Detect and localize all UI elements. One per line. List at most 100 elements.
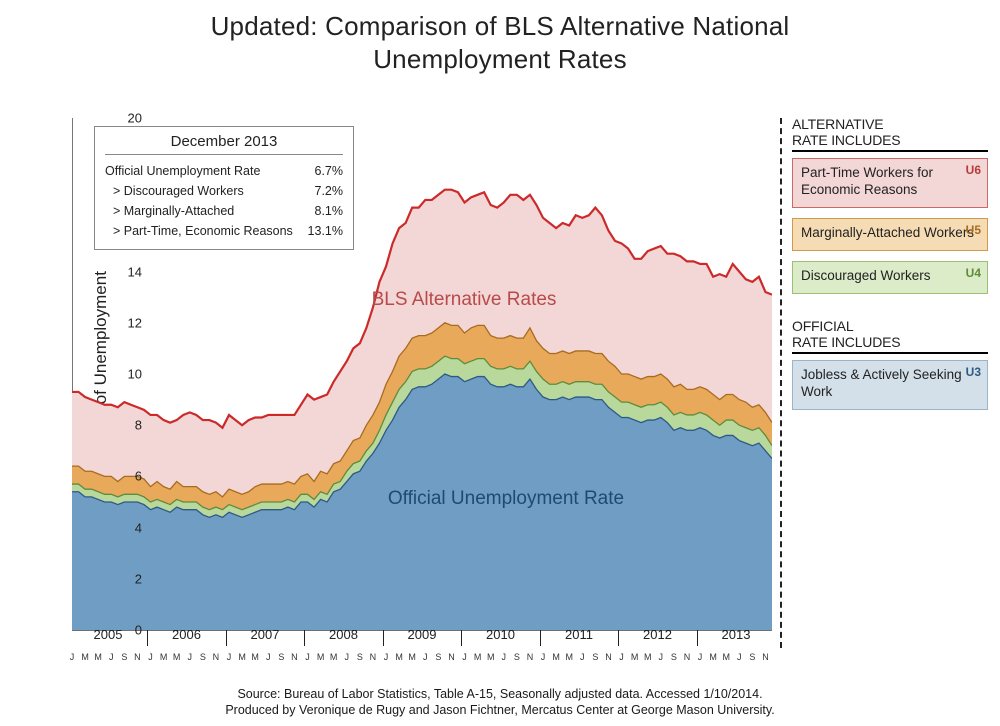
year-divider [383,630,384,646]
year-label: 2008 [329,627,358,642]
footnote-line-1: Source: Bureau of Labor Statistics, Tabl… [237,687,762,701]
legend-text: Discouraged Workers [801,268,931,283]
x-tick-label: S [200,652,206,662]
chart-area: Rate of Unemployment 02468101214161820JM… [0,78,845,638]
legend-tag: U4 [966,266,981,281]
x-tick-label: M [81,652,89,662]
x-tick-label: M [317,652,325,662]
x-tick-label: N [762,652,769,662]
year-divider [461,630,462,646]
x-tick-label: N [291,652,298,662]
x-tick-label: M [644,652,652,662]
x-tick-label: J [698,652,703,662]
x-tick-label: M [330,652,338,662]
year-label: 2007 [251,627,280,642]
x-tick-label: S [121,652,127,662]
x-tick-label: N [605,652,612,662]
y-tick-label: 20 [116,111,142,126]
y-tick-label: 12 [116,315,142,330]
x-tick-label: J [227,652,232,662]
footnote: Source: Bureau of Labor Statistics, Tabl… [0,686,1000,719]
x-tick-label: J [462,652,467,662]
year-label: 2006 [172,627,201,642]
x-tick-label: S [749,652,755,662]
x-tick-label: M [474,652,482,662]
x-tick-label: M [709,652,717,662]
x-tick-label: N [370,652,377,662]
legend-row: > Marginally-Attached8.1% [105,201,343,221]
chart-title: Updated: Comparison of BLS Alternative N… [0,0,1000,81]
x-tick-label: J [502,652,507,662]
right-boxes-container: U6Part-Time Workers for Economic Reasons… [792,158,988,294]
y-tick-label: 14 [116,264,142,279]
legend-box-u4: U4 Discouraged Workers [792,261,988,294]
year-label: 2010 [486,627,515,642]
year-divider [147,630,148,646]
x-tick-label: N [213,652,220,662]
legend-row: > Part-Time, Economic Reasons13.1% [105,221,343,241]
x-tick-label: M [408,652,416,662]
x-tick-label: J [70,652,75,662]
x-tick-label: J [188,652,193,662]
x-tick-label: M [552,652,560,662]
legend-text: Part-Time Workers for Economic Reasons [801,165,933,197]
legend-row: > Discouraged Workers7.2% [105,181,343,201]
x-tick-label: J [619,652,624,662]
legend-row: Official Unemployment Rate6.7% [105,161,343,181]
x-tick-label: J [109,652,114,662]
x-tick-label: M [173,652,181,662]
title-line-1: Updated: Comparison of BLS Alternative N… [211,11,790,41]
x-tick-label: J [541,652,546,662]
x-tick-label: J [423,652,428,662]
heading-official-includes: OFFICIAL RATE INCLUDES [792,318,988,354]
x-tick-label: J [148,652,153,662]
legend-box-u5: U5Marginally-Attached Workers [792,218,988,251]
x-tick-label: S [592,652,598,662]
year-label: 2009 [408,627,437,642]
y-tick-label: 2 [116,571,142,586]
x-tick-label: S [671,652,677,662]
page: Updated: Comparison of BLS Alternative N… [0,0,1000,726]
year-label: 2005 [94,627,123,642]
x-tick-label: M [251,652,259,662]
year-label: 2013 [722,627,751,642]
year-label: 2012 [643,627,672,642]
legend-box-u3: U3 Jobless & Actively Seeking Work [792,360,988,410]
legend-text: Marginally-Attached Workers [801,225,974,240]
x-tick-label: J [659,652,664,662]
year-divider [304,630,305,646]
x-tick-label: J [266,652,271,662]
y-tick-label: 10 [116,367,142,382]
legend-tag: U5 [966,223,981,238]
x-tick-label: J [384,652,389,662]
legend-tag-u3: U3 [966,365,981,380]
x-tick-label: J [580,652,585,662]
x-tick-label: M [487,652,495,662]
legend-box-u6: U6Part-Time Workers for Economic Reasons [792,158,988,208]
x-tick-label: S [435,652,441,662]
plot-area: 02468101214161820JMMJSN2005JMMJSN2006JMM… [72,118,772,648]
x-tick-label: S [514,652,520,662]
y-tick-label: 8 [116,418,142,433]
x-tick-label: J [737,652,742,662]
x-tick-label: S [278,652,284,662]
year-label: 2011 [565,627,593,642]
december-legend-box: December 2013Official Unemployment Rate6… [94,126,354,250]
x-tick-label: M [395,652,403,662]
year-divider [540,630,541,646]
year-divider [618,630,619,646]
y-tick-label: 4 [116,520,142,535]
title-line-2: Unemployment Rates [373,44,627,74]
x-tick-label: J [345,652,350,662]
legend-text-u3: Jobless & Actively Seeking Work [801,367,962,399]
x-tick-label: N [134,652,141,662]
x-tick-label: S [357,652,363,662]
year-divider [226,630,227,646]
x-tick-label: M [631,652,639,662]
vertical-dashed-divider [780,118,782,648]
heading-alternative-includes: ALTERNATIVE RATE INCLUDES [792,116,988,152]
x-tick-label: N [684,652,691,662]
x-tick-label: M [94,652,102,662]
year-divider [697,630,698,646]
right-legend-column: ALTERNATIVE RATE INCLUDES U6Part-Time Wo… [792,116,988,420]
